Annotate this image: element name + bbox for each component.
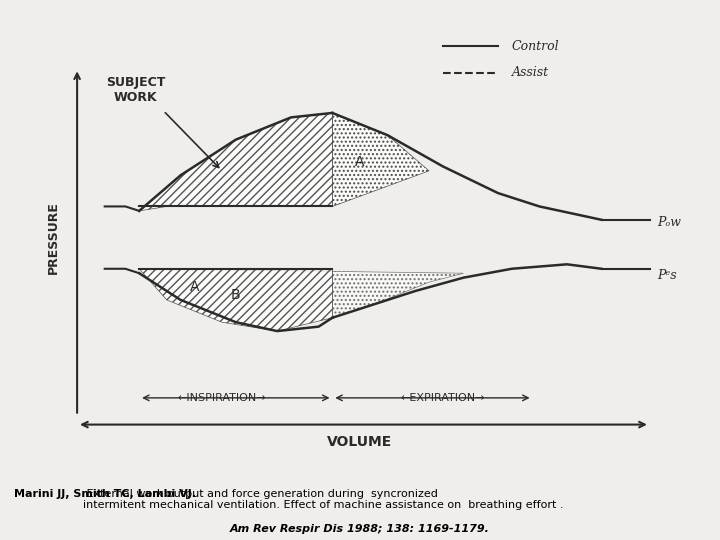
Text: ←INSPIRATION→: ←INSPIRATION→ bbox=[178, 393, 266, 403]
Polygon shape bbox=[139, 113, 333, 211]
Text: External work output and force generation during  syncronized
intermitent mechan: External work output and force generatio… bbox=[83, 489, 563, 510]
Text: A: A bbox=[189, 280, 199, 294]
Text: Control: Control bbox=[512, 39, 559, 53]
Polygon shape bbox=[139, 269, 464, 318]
Text: Marini JJ, Smith TC, Lambi VJ.: Marini JJ, Smith TC, Lambi VJ. bbox=[14, 489, 197, 499]
Text: Pᵉs: Pᵉs bbox=[657, 269, 676, 282]
Polygon shape bbox=[139, 269, 333, 331]
Text: Am Rev Respir Dis 1988; 138: 1169-1179.: Am Rev Respir Dis 1988; 138: 1169-1179. bbox=[230, 524, 490, 534]
Text: Assist: Assist bbox=[512, 66, 549, 79]
Text: Pₒw: Pₒw bbox=[657, 215, 680, 228]
Text: B: B bbox=[231, 288, 240, 302]
Text: A: A bbox=[355, 155, 365, 169]
Text: SUBJECT
WORK: SUBJECT WORK bbox=[106, 76, 166, 104]
Text: PRESSURE: PRESSURE bbox=[47, 201, 60, 274]
Text: ←EXPIRATION→: ←EXPIRATION→ bbox=[400, 393, 485, 403]
Polygon shape bbox=[333, 113, 429, 206]
Text: VOLUME: VOLUME bbox=[328, 435, 392, 449]
